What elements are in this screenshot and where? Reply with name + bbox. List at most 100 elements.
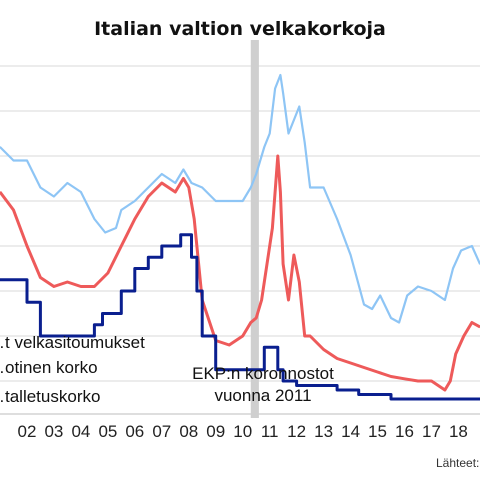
data-point xyxy=(12,159,15,162)
data-point xyxy=(417,380,419,382)
x-tick-label: 05 xyxy=(98,422,117,441)
data-point xyxy=(120,312,123,315)
data-point xyxy=(471,321,473,324)
data-point xyxy=(287,132,290,135)
data-point xyxy=(430,290,433,292)
data-point xyxy=(26,159,28,162)
data-point xyxy=(161,173,163,175)
x-tick-label: 07 xyxy=(152,422,171,441)
data-point xyxy=(279,74,282,76)
data-point xyxy=(298,105,301,108)
data-point xyxy=(241,200,244,202)
data-point xyxy=(179,234,182,236)
x-tick-label: 04 xyxy=(71,422,90,441)
data-point xyxy=(93,218,96,220)
data-point xyxy=(295,380,298,382)
data-point xyxy=(134,267,136,270)
data-point xyxy=(0,191,1,193)
series-line-deposit-rate xyxy=(0,233,480,401)
data-point xyxy=(398,321,400,324)
data-point xyxy=(120,245,123,247)
legend-item: …talletuskorko xyxy=(0,387,100,406)
data-point xyxy=(471,245,473,247)
data-point xyxy=(406,294,409,297)
data-point xyxy=(379,294,382,297)
x-tick-label: 13 xyxy=(314,422,333,441)
data-point xyxy=(39,186,42,189)
data-point xyxy=(298,281,301,283)
data-point xyxy=(293,119,295,121)
data-point xyxy=(53,195,55,198)
data-point xyxy=(104,231,106,234)
data-point xyxy=(0,146,1,148)
data-point xyxy=(255,317,257,319)
data-point xyxy=(263,369,266,371)
data-point xyxy=(403,378,406,380)
data-point xyxy=(120,290,123,292)
data-point xyxy=(322,186,325,189)
legend-item: …otinen korko xyxy=(0,358,98,377)
chart-title: Italian valtion velkakorkoja xyxy=(94,18,386,40)
data-point xyxy=(201,186,203,189)
data-point xyxy=(182,177,185,180)
data-point xyxy=(287,299,290,301)
data-point xyxy=(26,301,28,304)
data-point xyxy=(266,263,268,265)
data-point xyxy=(12,209,15,211)
ecb-rate-hike-band xyxy=(250,40,259,418)
data-point xyxy=(161,182,163,184)
data-point xyxy=(390,375,392,378)
data-point xyxy=(66,281,69,283)
data-point xyxy=(449,380,452,382)
data-point xyxy=(134,200,136,202)
data-point xyxy=(309,186,311,189)
data-point xyxy=(463,335,465,337)
x-tick-label: 09 xyxy=(206,422,225,441)
data-point xyxy=(309,335,311,337)
data-point xyxy=(147,195,150,198)
x-tick-label: 12 xyxy=(287,422,306,441)
data-point xyxy=(174,191,177,193)
x-tick-label: 02 xyxy=(18,422,37,441)
data-point xyxy=(349,254,352,256)
data-point xyxy=(147,256,150,259)
x-axis-ticks: 02 03 04 05 06 07 08 09 10 11 12 13 14 15 16 17 18 xyxy=(18,422,468,441)
data-point xyxy=(277,369,279,371)
data-point xyxy=(376,371,379,373)
data-point xyxy=(147,267,150,270)
data-point xyxy=(357,393,360,396)
data-point xyxy=(193,218,195,220)
data-point xyxy=(134,218,136,220)
data-point xyxy=(190,182,193,184)
series-line-average-rate xyxy=(0,154,480,392)
data-point xyxy=(303,141,306,144)
annotation: EKP:n koronnostot vuonna 2011 xyxy=(192,364,334,405)
data-point xyxy=(161,256,163,259)
data-point xyxy=(190,256,193,259)
data-point xyxy=(39,301,42,304)
data-point xyxy=(444,389,446,391)
data-point xyxy=(363,366,365,369)
x-tick-label: 17 xyxy=(422,422,441,441)
data-point xyxy=(174,182,177,184)
data-point xyxy=(39,335,42,337)
legend: …t velkasitoumukset …otinen korko …talletu… xyxy=(0,333,145,406)
data-point xyxy=(390,393,392,396)
legend-item: …t velkasitoumukset xyxy=(0,333,145,352)
data-point xyxy=(295,384,298,387)
data-point xyxy=(241,335,244,337)
data-point xyxy=(53,285,55,288)
data-point xyxy=(196,290,198,292)
data-point xyxy=(263,346,266,349)
data-point xyxy=(228,344,230,346)
data-point xyxy=(201,335,203,337)
data-point xyxy=(303,335,306,337)
data-point xyxy=(430,380,433,382)
data-point xyxy=(93,324,96,326)
data-point xyxy=(214,369,217,371)
data-point xyxy=(357,389,360,391)
data-point xyxy=(277,155,279,157)
data-point xyxy=(277,346,279,349)
data-point xyxy=(322,348,325,351)
